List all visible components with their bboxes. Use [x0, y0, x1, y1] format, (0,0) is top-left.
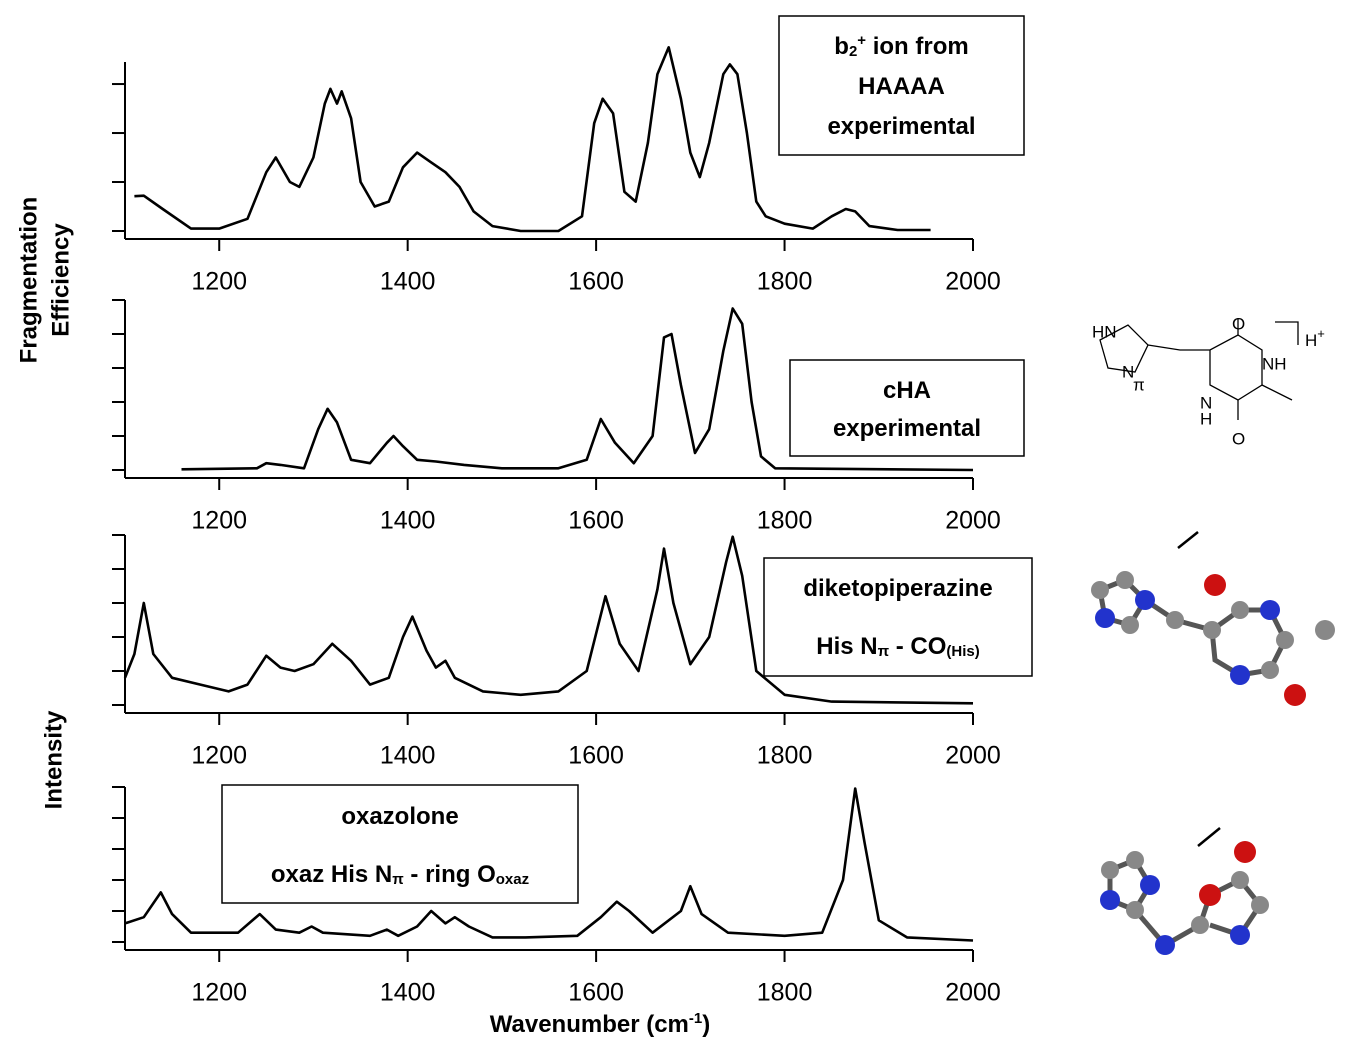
bond	[1262, 385, 1292, 400]
atom	[1284, 684, 1306, 706]
annotation-line: diketopiperazine	[803, 575, 992, 602]
text-segment: π	[878, 643, 890, 660]
atom	[1234, 841, 1256, 863]
atom	[1199, 884, 1221, 906]
text-segment: Wavenumber (cm	[490, 1011, 689, 1038]
text-segment: HAAAA	[858, 73, 945, 100]
atom	[1204, 574, 1226, 596]
x-tick-label: 1400	[380, 979, 436, 1007]
text-segment: 2	[849, 43, 857, 60]
text-segment: π	[392, 871, 404, 888]
atom	[1091, 581, 1109, 599]
text-segment: b	[834, 33, 849, 60]
x-tick-label: 2000	[945, 268, 1001, 296]
atom	[1251, 896, 1269, 914]
text-segment: oxaz His N	[271, 861, 392, 888]
text-segment: oxaz	[496, 871, 529, 888]
atom	[1203, 621, 1221, 639]
x-tick-label: 2000	[945, 507, 1001, 535]
atom	[1101, 861, 1119, 879]
charge-label: H+	[1305, 326, 1325, 350]
atom	[1116, 571, 1134, 589]
atom	[1155, 935, 1175, 955]
x-tick-label: 1800	[757, 268, 813, 296]
x-tick-label: 2000	[945, 742, 1001, 770]
atom	[1260, 600, 1280, 620]
text-segment: -1	[689, 1010, 702, 1027]
atom	[1100, 890, 1120, 910]
x-tick-label: 1200	[191, 268, 247, 296]
atom-label: O	[1232, 314, 1245, 333]
text-segment: )	[702, 1011, 710, 1038]
atom	[1231, 871, 1249, 889]
text-segment: His N	[816, 633, 877, 660]
x-tick-label: 1200	[191, 742, 247, 770]
x-tick-label: 1400	[380, 507, 436, 535]
text-segment: diketopiperazine	[803, 575, 992, 602]
x-tick-label: 1600	[568, 268, 624, 296]
bracket	[1275, 322, 1298, 345]
figure: HN N π O NH N H O H+ 1200 1400 1600 1800 200…	[0, 0, 1347, 1044]
text-segment: +	[857, 32, 866, 49]
arrow	[1198, 828, 1220, 846]
text-segment: - ring O	[404, 861, 496, 888]
atom	[1126, 851, 1144, 869]
text-segment: experimental	[827, 113, 975, 140]
atom	[1140, 875, 1160, 895]
text-segment: oxazolone	[341, 803, 458, 830]
atom	[1230, 925, 1250, 945]
text-segment: cHA	[883, 377, 931, 404]
atom	[1276, 631, 1294, 649]
x-tick-label: 1800	[757, 507, 813, 535]
text-segment: experimental	[833, 415, 981, 442]
x-tick-label: 1400	[380, 742, 436, 770]
atom	[1230, 665, 1250, 685]
atom	[1261, 661, 1279, 679]
y-axis-label: Fragmentation	[15, 197, 42, 364]
atom	[1315, 620, 1335, 640]
atom	[1231, 601, 1249, 619]
y-axis-label: Intensity	[40, 710, 67, 809]
atom	[1135, 590, 1155, 610]
atom-label: H	[1200, 409, 1212, 428]
x-tick-label: 1600	[568, 742, 624, 770]
arrow	[1178, 532, 1198, 548]
text-segment: (His)	[946, 643, 979, 660]
annotation-line: cHA	[883, 377, 931, 404]
atom-label: NH	[1262, 354, 1287, 373]
dkp-ring	[1148, 335, 1262, 400]
charge-sign: +	[1317, 326, 1325, 341]
x-tick-label: 1200	[191, 507, 247, 535]
atom	[1095, 608, 1115, 628]
atom-label: π	[1133, 375, 1145, 394]
annotation-line: HAAAA	[858, 73, 945, 100]
structure-labels: HN N π O NH N H O H+	[1092, 314, 1325, 448]
atom	[1121, 616, 1139, 634]
atom	[1191, 916, 1209, 934]
annotation-line: experimental	[827, 113, 975, 140]
x-tick-label: 1600	[568, 507, 624, 535]
atom	[1166, 611, 1184, 629]
x-tick-label: 2000	[945, 979, 1001, 1007]
text-segment: - CO	[889, 633, 946, 660]
atom-label: HN	[1092, 322, 1117, 341]
annotation-line: oxazolone	[341, 803, 458, 830]
charge-text: H	[1305, 331, 1317, 350]
annotation-line: experimental	[833, 415, 981, 442]
x-tick-label: 1200	[191, 979, 247, 1007]
molecule-drawings	[1091, 318, 1335, 955]
text-segment: ion from	[866, 33, 969, 60]
x-tick-label: 1400	[380, 268, 436, 296]
x-tick-label: 1800	[757, 742, 813, 770]
y-axis-label: Efficiency	[47, 223, 74, 337]
x-tick-label: 1800	[757, 979, 813, 1007]
atom-label: O	[1232, 429, 1245, 448]
atom	[1126, 901, 1144, 919]
x-axis-label: Wavenumber (cm-1)	[490, 1010, 711, 1038]
x-tick-label: 1600	[568, 979, 624, 1007]
